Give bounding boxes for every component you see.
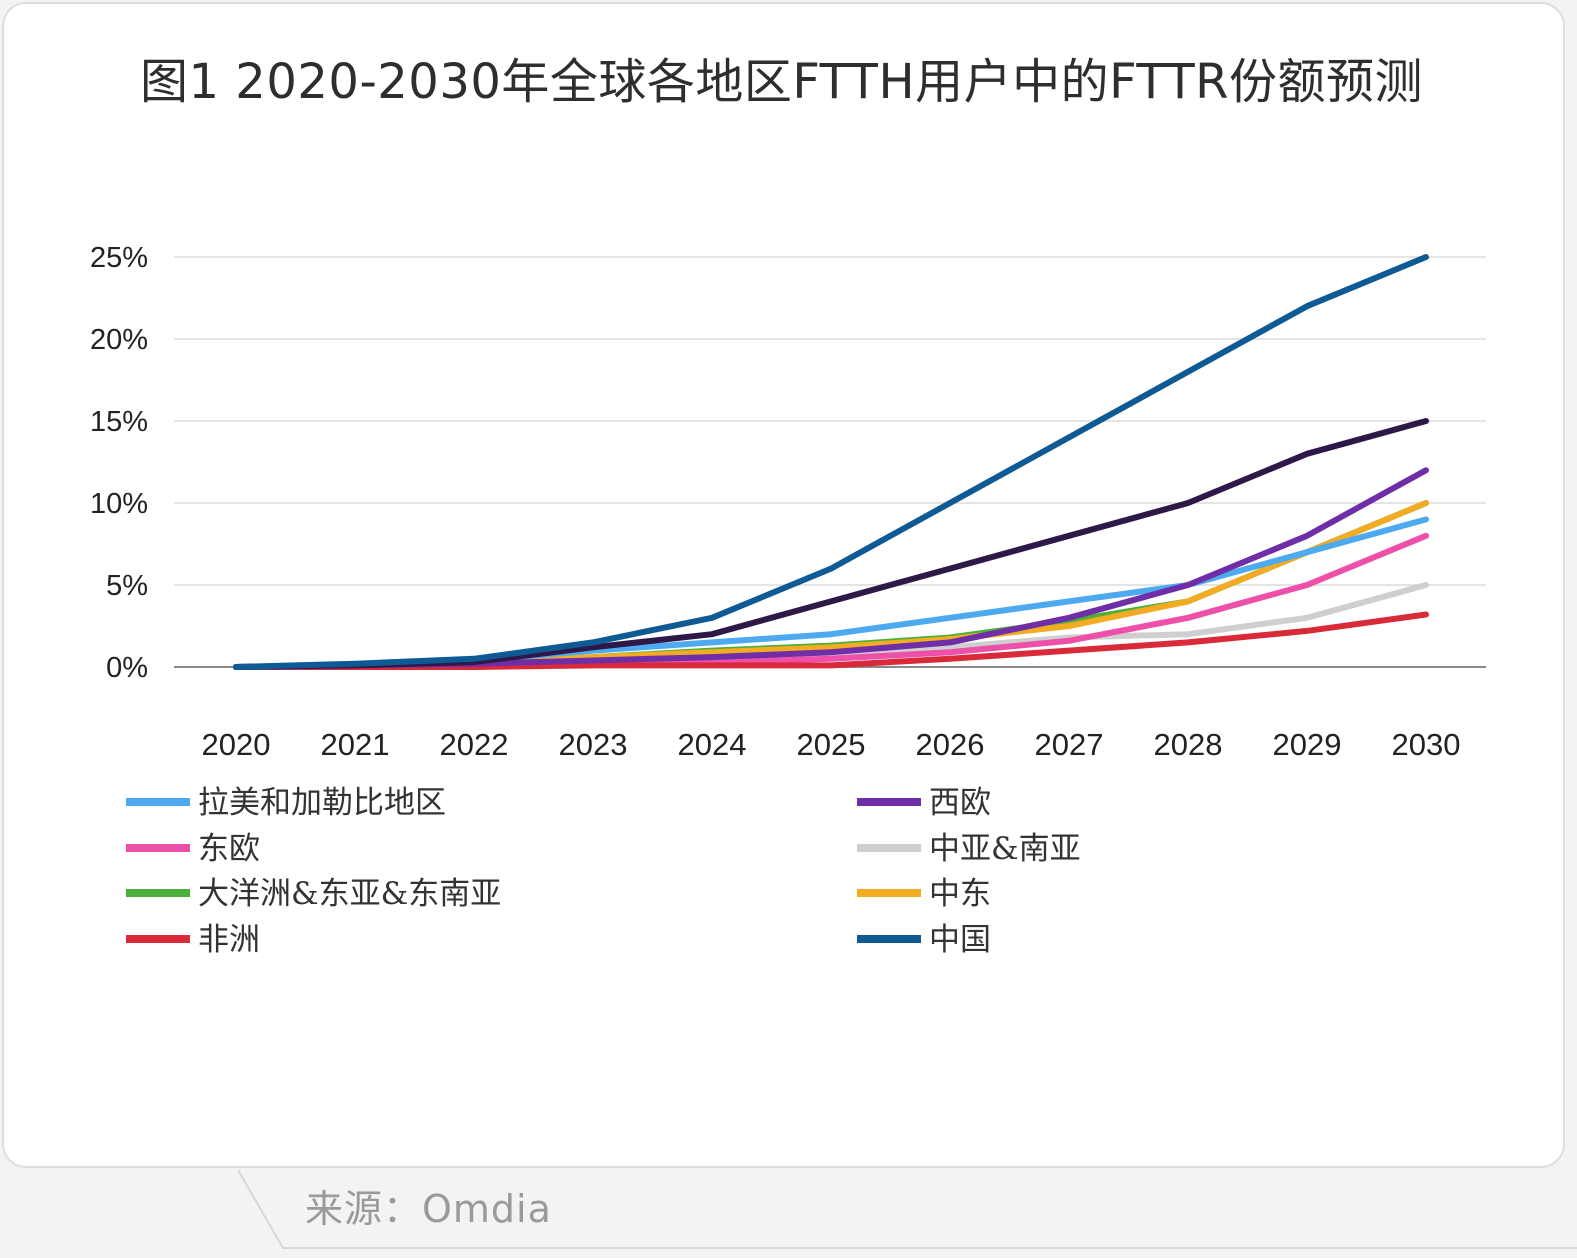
y-tick-label: 5% [106, 570, 148, 602]
legend-label: 中亚&南亚 [929, 831, 1081, 867]
y-tick-label: 25% [90, 242, 148, 274]
legend-label: 中东 [929, 876, 991, 912]
legend-label: 大洋洲&东亚&东南亚 [198, 876, 501, 912]
x-tick-label: 2030 [1392, 727, 1461, 762]
y-axis-ticks: 0% 5% 10% 15% 20% 25% [90, 242, 148, 684]
x-tick-label: 2025 [797, 727, 866, 762]
legend-label: 拉美和加勒比地区 [198, 785, 446, 821]
x-tick-label: 2029 [1273, 727, 1342, 762]
y-tick-label: 0% [106, 652, 148, 684]
series-lines [233, 254, 1429, 670]
x-tick-label: 2021 [321, 727, 390, 762]
x-tick-label: 2026 [916, 727, 985, 762]
x-tick-label: 2024 [678, 727, 747, 762]
legend-label: 西欧 [929, 785, 991, 821]
legend-label: 非洲 [198, 922, 260, 958]
grid-lines [174, 256, 1486, 668]
x-tick-label: 2027 [1035, 727, 1104, 762]
series-line-中国 [233, 254, 1429, 670]
x-axis-ticks: 2020 2021 2022 2023 2024 2025 2026 2027 2028 2029… [202, 727, 1461, 762]
source-note: 来源：Omdia [305, 1187, 552, 1231]
x-tick-label: 2022 [440, 727, 509, 762]
y-tick-label: 20% [90, 324, 148, 356]
x-tick-label: 2020 [202, 727, 271, 762]
y-tick-label: 15% [90, 406, 148, 438]
legend-label: 东欧 [198, 831, 260, 867]
legend-label: 中国 [929, 922, 991, 958]
x-tick-label: 2028 [1154, 727, 1223, 762]
chart-title: 图1 2020-2030年全球各地区FTTH用户中的FTTR份额预测 [139, 54, 1423, 110]
y-tick-label: 10% [90, 488, 148, 520]
x-tick-label: 2023 [559, 727, 628, 762]
series-line-unlabeled [233, 418, 1429, 670]
footer-tab [237, 1170, 1577, 1249]
